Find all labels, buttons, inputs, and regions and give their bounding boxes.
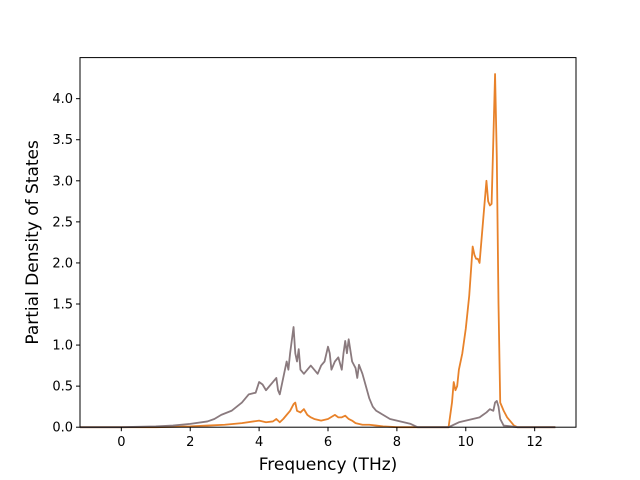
y-tick-label: 1.0 (52, 339, 73, 354)
series-lines (80, 73, 556, 429)
y-tick-label: 0.0 (52, 421, 73, 436)
x-axis-label: Frequency (THz) (259, 455, 398, 475)
x-tick-label: 12 (526, 435, 543, 450)
x-tick-label: 10 (458, 435, 475, 450)
y-tick-label: 2.0 (52, 256, 73, 271)
x-tick-label: 2 (186, 435, 194, 450)
y-tick-label: 3.0 (52, 174, 73, 189)
series-line-1 (80, 73, 556, 429)
y-axis-ticks: 0.0 0.5 1.0 1.5 2.0 2.5 3.0 3.5 4.0 (52, 92, 80, 436)
series-line-2 (80, 326, 556, 429)
x-tick-label: 8 (393, 435, 401, 450)
x-tick-label: 0 (117, 435, 125, 450)
y-tick-label: 1.5 (52, 298, 73, 313)
x-axis-ticks: 0 2 4 6 8 10 12 (117, 427, 543, 450)
y-tick-label: 3.5 (52, 133, 73, 148)
y-tick-label: 4.0 (52, 92, 73, 107)
x-tick-label: 6 (324, 435, 332, 450)
plot-frame (79, 57, 577, 428)
y-axis-label: Partial Density of States (23, 140, 43, 345)
x-tick-label: 4 (255, 435, 263, 450)
y-tick-label: 2.5 (52, 215, 73, 230)
y-tick-label: 0.5 (52, 380, 73, 395)
